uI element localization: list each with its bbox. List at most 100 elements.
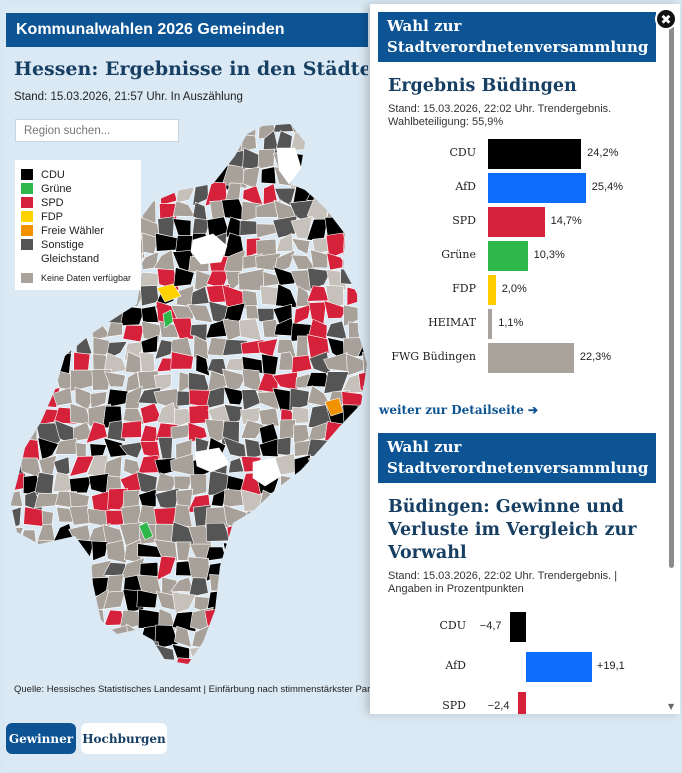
municipality-region[interactable] bbox=[105, 539, 127, 564]
municipality-region[interactable] bbox=[324, 167, 350, 187]
municipality-region[interactable] bbox=[312, 607, 329, 627]
municipality-region[interactable] bbox=[56, 304, 73, 325]
municipality-region[interactable] bbox=[256, 572, 281, 595]
municipality-region[interactable] bbox=[36, 341, 55, 355]
municipality-region[interactable] bbox=[360, 424, 370, 443]
municipality-region[interactable] bbox=[274, 611, 298, 630]
municipality-region[interactable] bbox=[344, 495, 366, 509]
municipality-region[interactable] bbox=[222, 574, 242, 598]
municipality-region[interactable] bbox=[273, 574, 297, 595]
municipality-region[interactable] bbox=[170, 423, 191, 441]
municipality-region[interactable] bbox=[69, 291, 91, 309]
municipality-region[interactable] bbox=[261, 353, 279, 377]
municipality-region[interactable] bbox=[257, 555, 282, 582]
municipality-region[interactable] bbox=[343, 217, 360, 242]
municipality-region[interactable] bbox=[19, 321, 42, 343]
municipality-region[interactable] bbox=[326, 471, 348, 492]
municipality-region[interactable] bbox=[324, 645, 349, 664]
municipality-region[interactable] bbox=[155, 118, 178, 140]
municipality-region[interactable] bbox=[257, 630, 281, 649]
municipality-region[interactable] bbox=[69, 301, 89, 322]
municipality-region[interactable] bbox=[54, 438, 78, 455]
municipality-region[interactable] bbox=[17, 369, 43, 395]
municipality-region[interactable] bbox=[346, 286, 367, 306]
municipality-region[interactable] bbox=[39, 596, 58, 613]
municipality-region[interactable] bbox=[292, 591, 314, 608]
municipality-region[interactable] bbox=[357, 215, 370, 240]
municipality-region[interactable] bbox=[357, 406, 370, 423]
municipality-region[interactable] bbox=[156, 402, 178, 425]
municipality-region[interactable] bbox=[6, 336, 25, 360]
municipality-region[interactable] bbox=[358, 368, 370, 394]
municipality-region[interactable] bbox=[294, 609, 313, 631]
municipality-region[interactable] bbox=[291, 522, 316, 546]
municipality-region[interactable] bbox=[106, 322, 123, 338]
municipality-region[interactable] bbox=[308, 457, 327, 480]
municipality-region[interactable] bbox=[308, 545, 333, 563]
municipality-region[interactable] bbox=[17, 355, 37, 378]
municipality-region[interactable] bbox=[170, 351, 194, 370]
municipality-region[interactable] bbox=[20, 557, 42, 579]
municipality-region[interactable] bbox=[242, 289, 258, 310]
municipality-region[interactable] bbox=[188, 577, 209, 598]
municipality-region[interactable] bbox=[188, 645, 211, 665]
municipality-region[interactable] bbox=[6, 422, 24, 445]
municipality-region[interactable] bbox=[140, 305, 160, 323]
municipality-region[interactable] bbox=[37, 555, 57, 577]
municipality-region[interactable] bbox=[89, 391, 108, 410]
municipality-region[interactable] bbox=[324, 660, 349, 670]
municipality-region[interactable] bbox=[19, 335, 41, 359]
municipality-region[interactable] bbox=[273, 641, 297, 661]
municipality-region[interactable] bbox=[21, 589, 44, 613]
municipality-region[interactable] bbox=[240, 134, 257, 152]
municipality-region[interactable] bbox=[291, 556, 312, 579]
municipality-region[interactable] bbox=[7, 506, 22, 530]
municipality-region[interactable] bbox=[291, 541, 313, 565]
municipality-region[interactable] bbox=[244, 438, 262, 461]
municipality-region[interactable] bbox=[206, 370, 230, 395]
municipality-region[interactable] bbox=[21, 391, 43, 412]
municipality-region[interactable] bbox=[262, 657, 280, 670]
municipality-region[interactable] bbox=[52, 471, 73, 493]
municipality-region[interactable] bbox=[91, 540, 109, 562]
municipality-region[interactable] bbox=[328, 181, 347, 202]
municipality-region[interactable] bbox=[239, 558, 261, 582]
municipality-region[interactable] bbox=[241, 594, 265, 616]
municipality-region[interactable] bbox=[157, 133, 179, 155]
municipality-region[interactable] bbox=[311, 474, 331, 493]
municipality-region[interactable] bbox=[106, 420, 126, 442]
municipality-region[interactable] bbox=[18, 290, 43, 308]
municipality-region[interactable] bbox=[275, 283, 299, 309]
municipality-region[interactable] bbox=[189, 663, 210, 670]
municipality-region[interactable] bbox=[156, 357, 175, 373]
municipality-region[interactable] bbox=[238, 268, 265, 292]
municipality-region[interactable] bbox=[258, 407, 280, 427]
municipality-region[interactable] bbox=[341, 642, 366, 661]
municipality-region[interactable] bbox=[309, 666, 329, 671]
municipality-region[interactable] bbox=[360, 249, 370, 274]
municipality-region[interactable] bbox=[358, 181, 370, 208]
municipality-region[interactable] bbox=[153, 249, 176, 271]
municipality-region[interactable] bbox=[341, 168, 364, 188]
municipality-region[interactable] bbox=[175, 181, 195, 204]
municipality-region[interactable] bbox=[358, 471, 370, 490]
municipality-region[interactable] bbox=[257, 589, 281, 616]
municipality-region[interactable] bbox=[193, 334, 209, 360]
municipality-region[interactable] bbox=[70, 555, 89, 578]
municipality-region[interactable] bbox=[5, 304, 25, 327]
municipality-region[interactable] bbox=[172, 591, 197, 614]
municipality-region[interactable] bbox=[323, 371, 350, 394]
municipality-region[interactable] bbox=[208, 658, 231, 670]
municipality-region[interactable] bbox=[68, 319, 93, 337]
municipality-region[interactable] bbox=[7, 373, 25, 391]
municipality-region[interactable] bbox=[330, 576, 350, 598]
municipality-region[interactable] bbox=[37, 625, 56, 650]
municipality-region[interactable] bbox=[341, 540, 365, 562]
municipality-region[interactable] bbox=[280, 475, 298, 489]
municipality-region[interactable] bbox=[358, 147, 370, 174]
municipality-region[interactable] bbox=[309, 576, 331, 598]
municipality-region[interactable] bbox=[223, 404, 243, 425]
municipality-region[interactable] bbox=[291, 489, 314, 506]
municipality-region[interactable] bbox=[222, 561, 246, 578]
municipality-region[interactable] bbox=[340, 119, 363, 138]
